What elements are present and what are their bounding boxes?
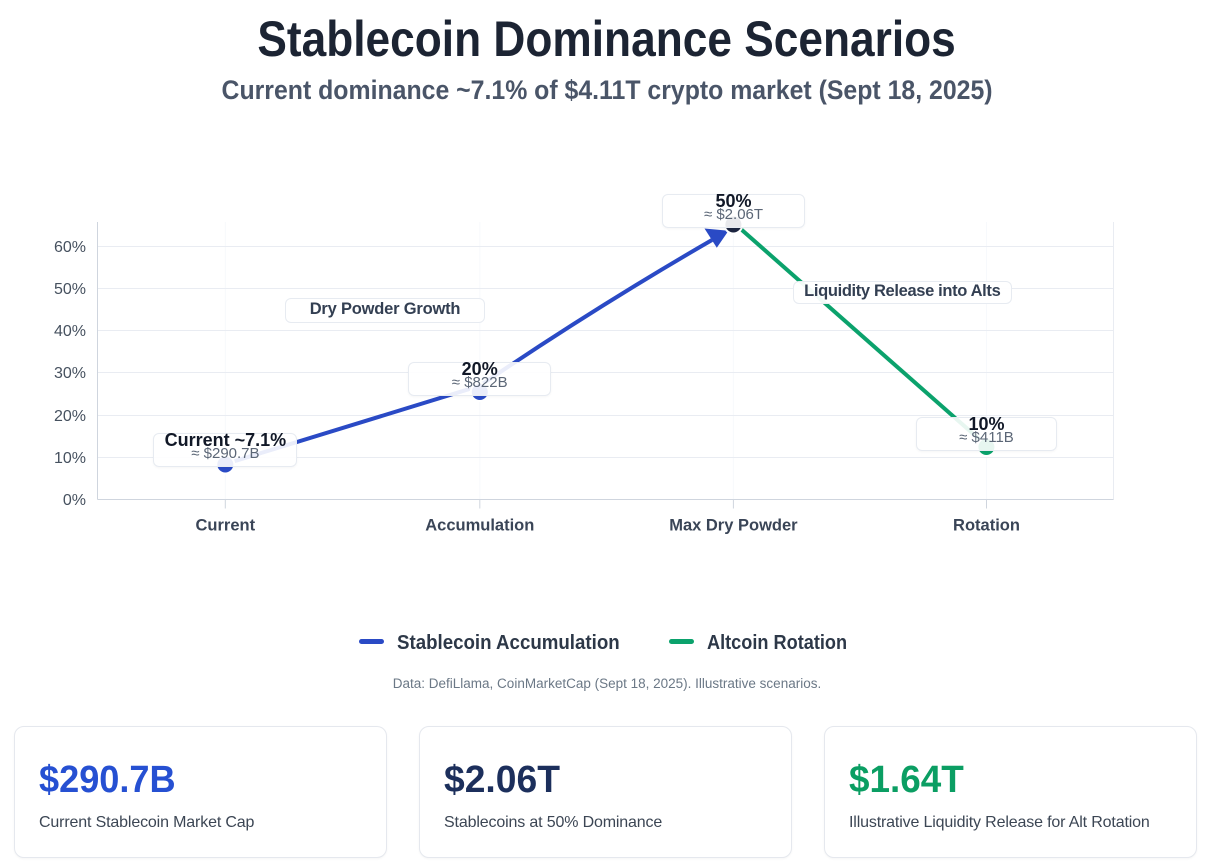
svg-text:Current: Current — [196, 517, 256, 535]
svg-text:10%: 10% — [54, 450, 86, 467]
svg-text:40%: 40% — [54, 323, 86, 340]
svg-text:Accumulation: Accumulation — [425, 517, 534, 535]
svg-text:Rotation: Rotation — [953, 517, 1020, 535]
svg-text:60%: 60% — [54, 239, 86, 256]
svg-text:Max Dry Powder: Max Dry Powder — [669, 517, 798, 535]
svg-text:30%: 30% — [54, 365, 86, 382]
svg-text:50%: 50% — [54, 281, 86, 298]
svg-text:0%: 0% — [63, 492, 86, 509]
svg-text:20%: 20% — [54, 408, 86, 425]
